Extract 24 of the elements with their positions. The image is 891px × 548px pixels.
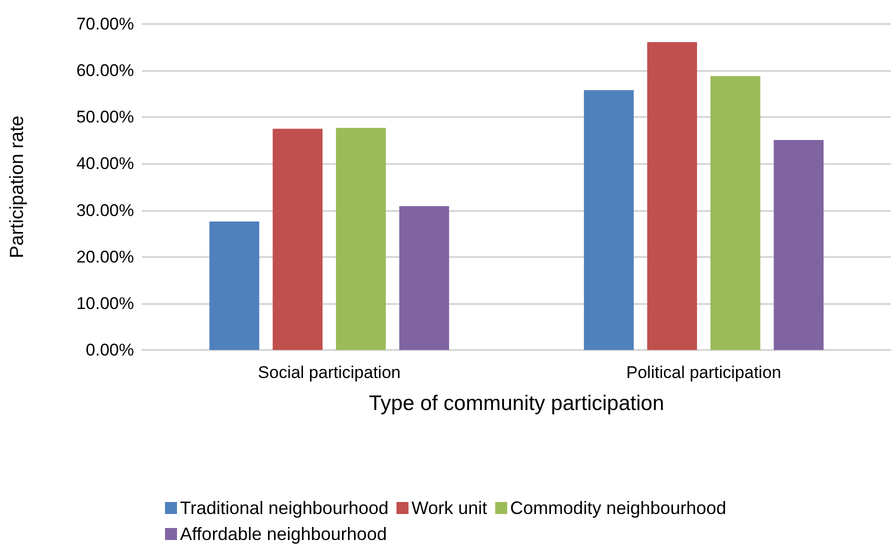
y-tick-label: 50.00% [76,108,134,127]
y-tick-label: 60.00% [76,61,134,80]
bar [710,76,760,350]
y-tick-label: 30.00% [76,200,134,220]
x-axis-title: Type of community participation [368,392,664,415]
bar [209,221,260,350]
bar [399,206,450,350]
x-tick-label: Social participation [258,363,401,382]
legend-label: Work unit [411,498,488,518]
legend-label: Affordable neighbourhood [180,524,387,544]
x-tick-label: Political participation [626,363,782,382]
y-tick-label: 40.00% [76,154,134,174]
y-tick-label: 70.00% [76,14,134,34]
bar [584,90,634,350]
bar [272,128,323,350]
y-tick-label: 20.00% [76,247,134,266]
bar [647,42,698,350]
y-tick-label: 10.00% [76,294,134,313]
legend-label: Traditional neighbourhood [180,498,388,518]
bar [774,140,824,350]
bar [336,128,386,350]
y-axis-title: Participation rate [7,116,28,258]
y-tick-label: 0.00% [86,340,134,360]
legend-label: Commodity neighbourhood [510,498,726,518]
